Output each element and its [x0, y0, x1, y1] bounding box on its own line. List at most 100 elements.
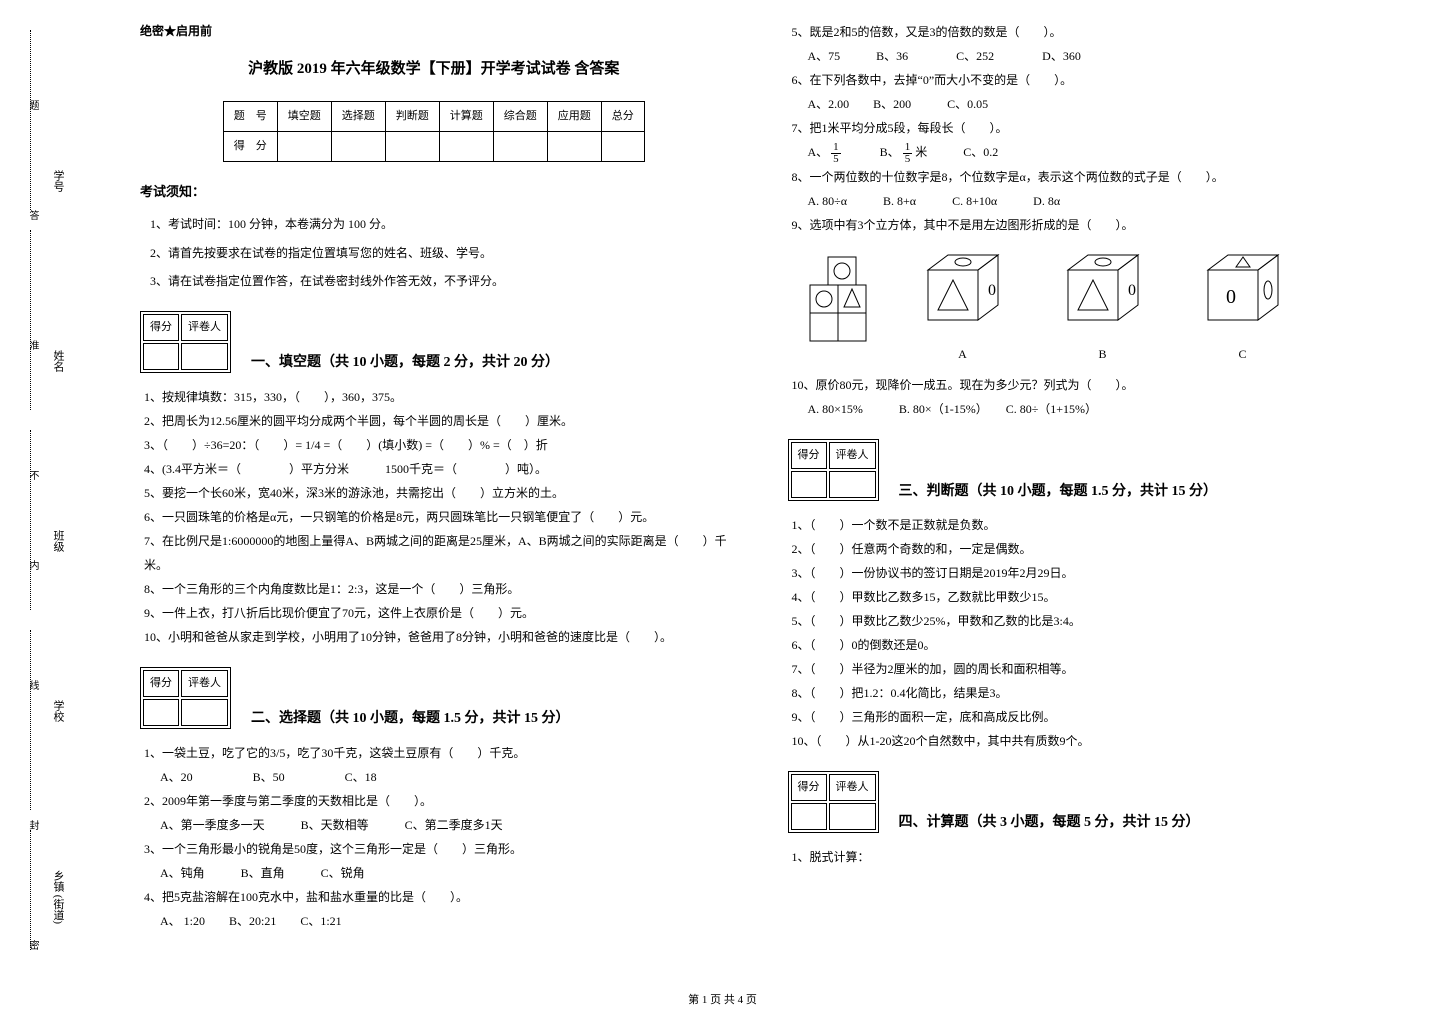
- sb4-c1: [791, 803, 827, 830]
- mark-6: 题: [25, 100, 40, 110]
- choice-q9: 9、选项中有3个立方体，其中不是用左边图形折成的是（ ）。: [792, 213, 1376, 237]
- svg-text:0: 0: [988, 282, 996, 299]
- choice-q6: 6、在下列各数中，去掉“0”而大小不变的是（ ）。: [792, 68, 1376, 92]
- choice-q10o: A. 80×15% B. 80×（1-15%） C. 80÷（1+15%）: [808, 397, 1376, 421]
- choice-q8o: A. 80÷α B. 8+α C. 8+10α D. 8α: [808, 189, 1376, 213]
- cube-c-icon: 0: [1188, 245, 1298, 335]
- sb3-h2: 评卷人: [829, 442, 876, 469]
- choice-q3o: A、钝角 B、直角 C、锐角: [160, 861, 728, 885]
- section-1-row: 得分评卷人 一、填空题（共 10 小题，每题 2 分，共计 20 分）: [140, 301, 728, 377]
- choice-q1o: A、20 B、50 C、18: [160, 765, 728, 789]
- svg-text:0: 0: [1226, 286, 1236, 308]
- choice-q8: 8、一个两位数的十位数字是8，个位数字是α，表示这个两位数的式子是（ ）。: [792, 165, 1376, 189]
- score-cell-7: [601, 132, 644, 162]
- notice-title: 考试须知：: [140, 180, 728, 205]
- cube-net-icon: [808, 255, 878, 355]
- sb2-h2: 评卷人: [181, 670, 228, 697]
- section-2-row: 得分评卷人 二、选择题（共 10 小题，每题 1.5 分，共计 15 分）: [140, 657, 728, 733]
- fill-q4: 4、(3.4平方米＝（ ）平方分米 1500千克＝（ ）吨）。: [144, 457, 728, 481]
- svg-text:0: 0: [1128, 282, 1136, 299]
- sb3-h1: 得分: [791, 442, 827, 469]
- judge-q6: 6、（ ）0的倒数还是0。: [792, 633, 1376, 657]
- judge-q2: 2、（ ）任意两个奇数的和，一定是偶数。: [792, 537, 1376, 561]
- cube-a-wrap: 0 A: [908, 245, 1018, 366]
- score-th-1: 填空题: [277, 102, 331, 132]
- sb4-h1: 得分: [791, 774, 827, 801]
- score-cell-4: [439, 132, 493, 162]
- score-box-1: 得分评卷人: [140, 311, 231, 373]
- judge-q5: 5、（ ）甲数比乙数少25%，甲数和乙数的比是3:4。: [792, 609, 1376, 633]
- binding-label-0: 乡镇 (街道): [50, 870, 66, 924]
- mark-1: 线: [25, 680, 40, 690]
- right-column: 5、既是2和5的倍数，又是3的倍数的数是（ ）。 A、75 B、36 C、252…: [758, 20, 1406, 999]
- binding-label-4: 学号: [50, 170, 66, 192]
- sb4-h2: 评卷人: [829, 774, 876, 801]
- mark-2: 内: [25, 560, 40, 570]
- judge-q4: 4、（ ）甲数比乙数多15，乙数就比甲数少15。: [792, 585, 1376, 609]
- mark-0: 封: [25, 820, 40, 830]
- cube-c-wrap: 0 C: [1188, 245, 1298, 366]
- binding-label-2: 班级: [50, 530, 66, 552]
- score-cell-6: [547, 132, 601, 162]
- section-4-title: 四、计算题（共 3 小题，每题 5 分，共计 15 分）: [899, 810, 1200, 837]
- judge-q1: 1、（ ）一个数不是正数就是负数。: [792, 513, 1376, 537]
- frac-1-5a: 15: [831, 142, 841, 165]
- cube-b-wrap: 0 B: [1048, 245, 1158, 366]
- sb3-c1: [791, 471, 827, 498]
- main-content: 绝密★启用前 沪教版 2019 年六年级数学【下册】开学考试试卷 含答案 题 号…: [90, 0, 1445, 1019]
- left-column: 绝密★启用前 沪教版 2019 年六年级数学【下册】开学考试试卷 含答案 题 号…: [110, 20, 758, 999]
- fill-q5: 5、要挖一个长60米，宽40米，深3米的游泳池，共需挖出（ ）立方米的土。: [144, 481, 728, 505]
- calc-q1: 1、脱式计算：: [792, 845, 1376, 869]
- section-4-row: 得分评卷人 四、计算题（共 3 小题，每题 5 分，共计 15 分）: [788, 761, 1376, 837]
- choice-q6o: A、2.00 B、200 C、0.05: [808, 92, 1376, 116]
- cube-b-label: B: [1048, 343, 1158, 366]
- page-footer: 第 1 页 共 4 页: [0, 991, 1445, 1007]
- mark-mi: 密: [25, 940, 40, 950]
- fill-q2: 2、把周长为12.56厘米的圆平均分成两个半圆，每个半圆的周长是（ ）厘米。: [144, 409, 728, 433]
- choice-q5: 5、既是2和5的倍数，又是3的倍数的数是（ ）。: [792, 20, 1376, 44]
- fill-q1: 1、按规律填数：315，330，（ ），360，375。: [144, 385, 728, 409]
- score-th-4: 计算题: [439, 102, 493, 132]
- judge-q7: 7、（ ）半径为2厘米的加，圆的周长和面积相等。: [792, 657, 1376, 681]
- sb1-c2: [181, 343, 228, 370]
- fill-q9: 9、一件上衣，打八折后比现价便宜了70元，这件上衣原价是（ ）元。: [144, 601, 728, 625]
- judge-q9: 9、（ ）三角形的面积一定，底和高成反比例。: [792, 705, 1376, 729]
- score-th-0: 题 号: [223, 102, 277, 132]
- cube-a-icon: 0: [908, 245, 1018, 335]
- sb2-c1: [143, 699, 179, 726]
- choice-q7: 7、把1米平均分成5段，每段长（ ）。: [792, 116, 1376, 140]
- score-cell-3: [385, 132, 439, 162]
- sb4-c2: [829, 803, 876, 830]
- dotted-5: [30, 830, 31, 950]
- sb1-h1: 得分: [143, 314, 179, 341]
- mark-3: 不: [25, 470, 40, 480]
- notice-2: 2、请首先按要求在试卷的指定位置填写您的姓名、班级、学号。: [150, 242, 728, 265]
- exam-title: 沪教版 2019 年六年级数学【下册】开学考试试卷 含答案: [140, 55, 728, 84]
- cube-row: 0 A 0 B: [808, 245, 1376, 366]
- dotted-1: [30, 30, 31, 210]
- sb1-h2: 评卷人: [181, 314, 228, 341]
- score-cell-5: [493, 132, 547, 162]
- binding-label-1: 学校: [50, 700, 66, 722]
- fill-q6: 6、一只圆珠笔的价格是α元，一只钢笔的价格是8元，两只圆珠笔比一只钢笔便宜了（ …: [144, 505, 728, 529]
- fill-q3: 3、（ ）÷36=20：（ ）= 1/4 =（ ）(填小数) =（ ）% =（ …: [144, 433, 728, 457]
- sb2-h1: 得分: [143, 670, 179, 697]
- sb3-c2: [829, 471, 876, 498]
- section-3-row: 得分评卷人 三、判断题（共 10 小题，每题 1.5 分，共计 15 分）: [788, 429, 1376, 505]
- score-table: 题 号 填空题 选择题 判断题 计算题 综合题 应用题 总分 得 分: [223, 101, 645, 162]
- score-th-2: 选择题: [331, 102, 385, 132]
- score-th-3: 判断题: [385, 102, 439, 132]
- score-th-5: 综合题: [493, 102, 547, 132]
- fill-q10: 10、小明和爸爸从家走到学校，小明用了10分钟，爸爸用了8分钟，小明和爸爸的速度…: [144, 625, 728, 649]
- choice-q5o: A、75 B、36 C、252 D、360: [808, 44, 1376, 68]
- score-box-3: 得分评卷人: [788, 439, 879, 501]
- choice-q1: 1、一袋土豆，吃了它的3/5，吃了30千克，这袋土豆原有（ ）千克。: [144, 741, 728, 765]
- choice-q7o: A、 15 B、 15 米 C、0.2: [808, 140, 1376, 165]
- fill-q7: 7、在比例尺是1:6000000的地图上量得A、B两城之间的距离是25厘米，A、…: [144, 529, 728, 577]
- dotted-4: [30, 630, 31, 810]
- q7b: B、: [844, 145, 900, 159]
- q7b2: 米 C、0.2: [915, 145, 998, 159]
- fill-q8: 8、一个三角形的三个内角度数比是1：2:3，这是一个（ ）三角形。: [144, 577, 728, 601]
- judge-q10: 10、（ ）从1-20这20个自然数中，其中共有质数9个。: [792, 729, 1376, 753]
- dotted-3: [30, 430, 31, 610]
